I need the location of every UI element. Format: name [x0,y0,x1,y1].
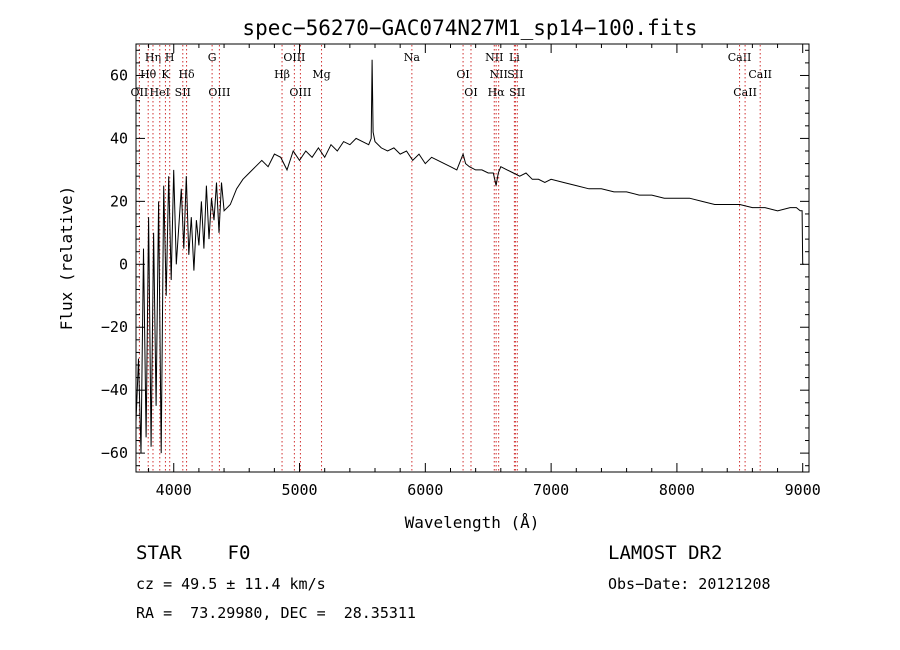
line-label-10: OIII [283,51,305,64]
obs-date: Obs−Date: 20121208 [608,575,771,593]
x-tick-label: 6000 [407,481,443,499]
plot-frame [135,43,810,473]
y-tick-label: 0 [119,255,128,273]
y-tick-label: −40 [101,381,128,399]
x-axis-label: Wavelength (Å) [405,513,540,532]
line-label-19: Hα [488,86,506,99]
line-label-4: K [161,68,170,81]
redshift-cz: cz = 49.5 ± 11.4 km/s [136,575,326,593]
line-label-22: SII [509,86,525,99]
line-label-1: Hη [145,51,161,64]
x-tick-label: 4000 [156,481,192,499]
line-label-23: CaII [728,51,752,64]
line-label-14: Na [404,51,421,64]
line-label-24: CaII [733,86,757,99]
object-class: STAR F0 [136,542,251,564]
line-label-15: OI [456,68,469,81]
line-label-9: OIII [208,86,230,99]
spectrum-series-line [135,59,804,454]
y-tick-label: 40 [110,129,128,147]
line-label-13: Mg [312,68,330,81]
y-tick-label: −20 [101,318,128,336]
y-tick-label: −60 [101,444,128,462]
line-label-5: HeI [150,86,170,99]
line-label-12: OIII [289,86,311,99]
y-tick-label: 60 [110,66,128,84]
y-tick-label: 20 [110,192,128,210]
line-label-18: NII [490,68,508,81]
line-label-17: NII [485,51,503,64]
y-axis-label: Flux (relative) [57,186,76,331]
line-label-2: Hθ [140,68,157,81]
x-tick-label: 9000 [785,481,821,499]
line-label-0: OII [131,86,149,99]
axes: 4000 5000 6000 7000 8000 9000 −60 −40 −20 0 20 40 60 [101,44,821,499]
chart-title: spec−56270−GAC074N27M1_sp14−100.fits [242,16,697,40]
line-label-3: H [165,51,175,64]
line-label-7: Hδ [178,68,195,81]
line-label-21: SII [507,68,523,81]
survey-name: LAMOST DR2 [608,542,723,564]
ra-dec: RA = 73.29980, DEC = 28.35311 [136,604,416,622]
x-tick-label: 8000 [659,481,695,499]
x-tick-label: 7000 [533,481,569,499]
x-tick-label: 5000 [281,481,317,499]
line-label-6: SII [175,86,191,99]
line-label-16: OI [464,86,477,99]
line-label-11: Hβ [274,68,290,81]
line-label-20: Li [509,51,520,64]
line-label-8: G [208,51,217,64]
line-label-25: CaII [748,68,772,81]
